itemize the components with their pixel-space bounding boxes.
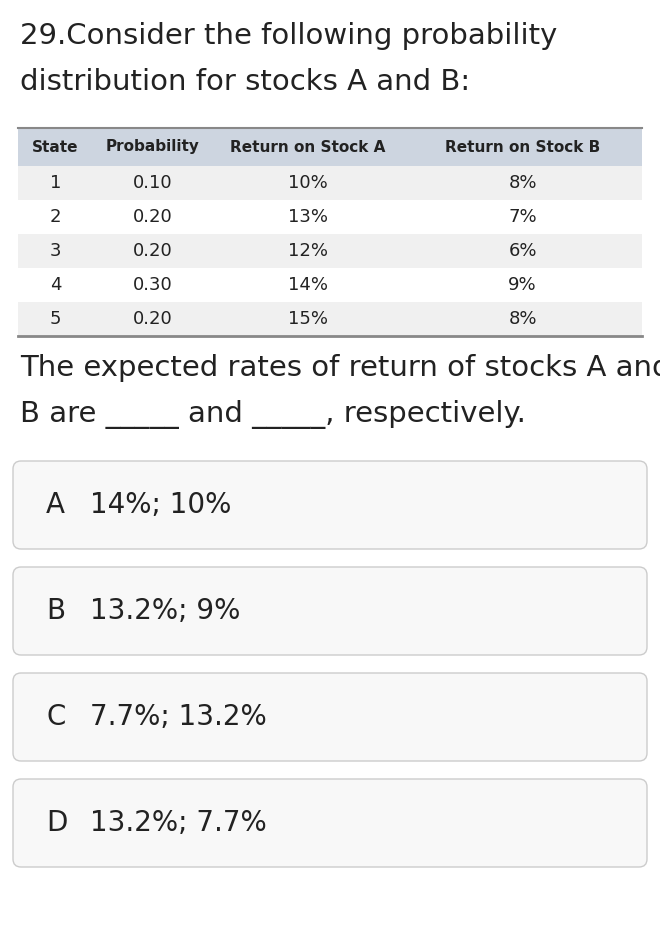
Text: distribution for stocks A and B:: distribution for stocks A and B: (20, 68, 470, 96)
Text: C: C (46, 703, 65, 731)
Bar (18, 166, 642, 200)
Text: 0.20: 0.20 (133, 208, 173, 226)
Text: 13%: 13% (288, 208, 328, 226)
Text: The expected rates of return of stocks A and: The expected rates of return of stocks A… (20, 354, 660, 382)
Text: Probability: Probability (106, 139, 200, 154)
Text: 5: 5 (50, 310, 61, 328)
FancyBboxPatch shape (13, 461, 647, 549)
Text: 13.2%; 7.7%: 13.2%; 7.7% (90, 809, 267, 837)
Text: 14%: 14% (288, 276, 328, 294)
Text: A: A (46, 491, 65, 519)
Text: Return on Stock A: Return on Stock A (230, 139, 385, 154)
Text: 7.7%; 13.2%: 7.7%; 13.2% (90, 703, 267, 731)
Text: 8%: 8% (508, 174, 537, 192)
Bar (18, 128, 642, 166)
Text: 6%: 6% (508, 242, 537, 260)
FancyBboxPatch shape (13, 673, 647, 761)
Bar (18, 302, 642, 336)
Text: 0.10: 0.10 (133, 174, 173, 192)
Text: 15%: 15% (288, 310, 328, 328)
Text: Return on Stock B: Return on Stock B (445, 139, 600, 154)
Text: D: D (46, 809, 67, 837)
Bar (18, 234, 642, 268)
Text: 14%; 10%: 14%; 10% (90, 491, 232, 519)
FancyBboxPatch shape (13, 779, 647, 867)
Text: 1: 1 (50, 174, 61, 192)
Bar (18, 200, 642, 234)
Text: B: B (46, 597, 65, 625)
Text: 10%: 10% (288, 174, 328, 192)
Text: 0.30: 0.30 (133, 276, 173, 294)
Text: 29.Consider the following probability: 29.Consider the following probability (20, 22, 558, 50)
Text: 13.2%; 9%: 13.2%; 9% (90, 597, 240, 625)
Text: 0.20: 0.20 (133, 310, 173, 328)
Text: B are _____ and _____, respectively.: B are _____ and _____, respectively. (20, 400, 526, 429)
Text: 3: 3 (50, 242, 61, 260)
Bar (18, 268, 642, 302)
Text: 2: 2 (50, 208, 61, 226)
Text: 4: 4 (50, 276, 61, 294)
Text: 0.20: 0.20 (133, 242, 173, 260)
Text: 12%: 12% (288, 242, 328, 260)
Text: State: State (32, 139, 79, 154)
Text: 9%: 9% (508, 276, 537, 294)
Text: 8%: 8% (508, 310, 537, 328)
FancyBboxPatch shape (13, 567, 647, 655)
Text: 7%: 7% (508, 208, 537, 226)
